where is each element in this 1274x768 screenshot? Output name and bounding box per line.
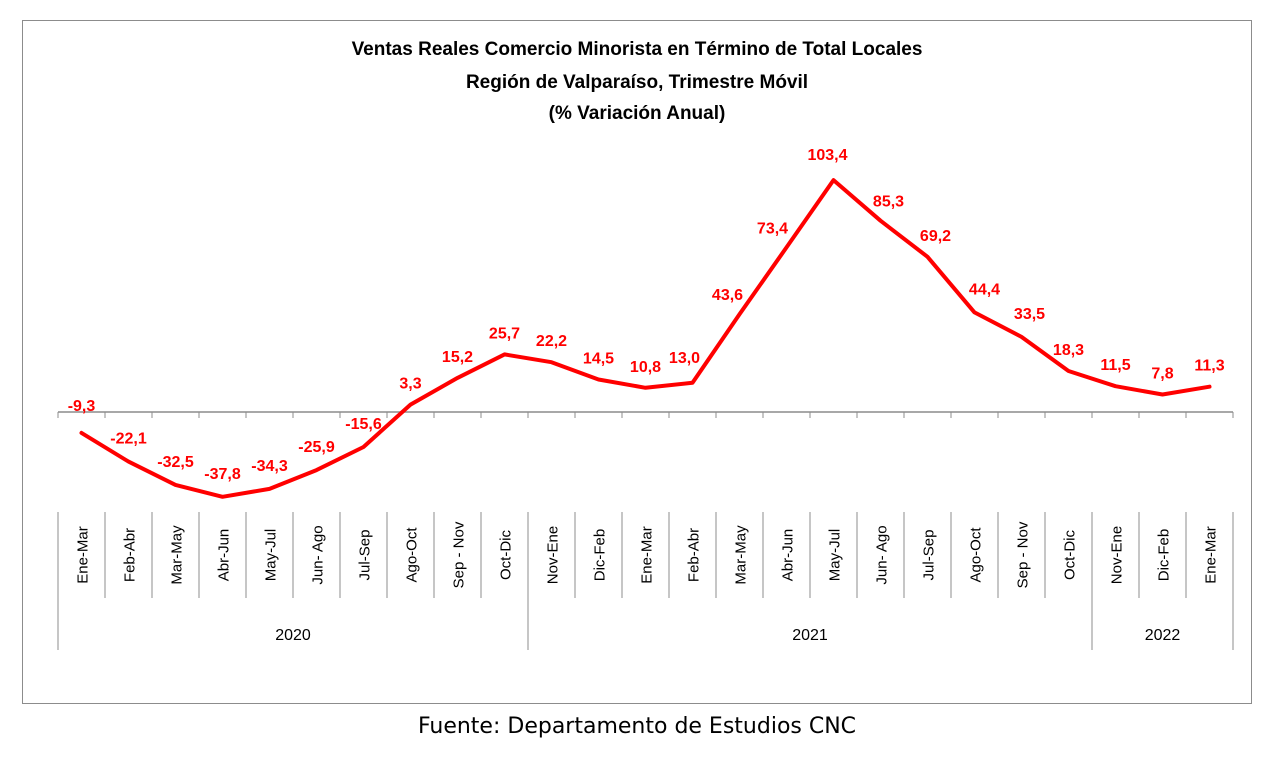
data-label: -9,3 [68,398,96,415]
chart-frame [22,20,1252,704]
data-label: 10,8 [630,359,661,376]
category-label: Mar-May [169,525,186,585]
data-label: -22,1 [110,431,147,448]
category-label: Ago-Oct [968,527,985,583]
chart-title-line-3: (% Variación Anual) [548,103,726,124]
category-label: Ene-Mar [639,526,656,584]
chart-title-line-2: Región de Valparaíso, Trimestre Móvil [465,72,809,93]
data-label: -37,8 [204,466,241,483]
data-label: 22,2 [536,333,567,350]
data-label: -34,3 [251,458,288,475]
data-label: 69,2 [920,228,951,245]
category-label: Oct-Dic [498,530,515,580]
data-label: 14,5 [583,350,614,367]
category-label: Dic-Feb [592,529,609,582]
data-label: -32,5 [157,454,194,471]
category-label: May-Jul [827,529,844,582]
category-label: Dic-Feb [1156,529,1173,582]
source-note: Fuente: Departamento de Estudios CNC [417,714,857,739]
category-label: Ene-Mar [75,526,92,584]
data-label: 15,2 [442,349,473,366]
category-label: Jun- Ago [310,525,327,584]
data-label: -15,6 [345,416,382,433]
data-label: 73,4 [757,220,788,237]
category-label: Jul-Sep [921,530,938,581]
category-label: Sep - Nov [451,521,468,588]
data-label: 43,6 [712,287,743,304]
data-label: 11,3 [1194,358,1224,375]
category-label: Feb-Abr [686,528,703,582]
category-label: Abr-Jun [780,529,797,582]
data-label: -25,9 [298,439,335,456]
data-label: 18,3 [1053,342,1084,359]
data-label: 3,3 [399,376,421,393]
category-label: Oct-Dic [1062,530,1079,580]
category-label: Abr-Jun [216,529,233,582]
category-label: May-Jul [263,529,280,582]
category-label: Jul-Sep [357,530,374,581]
data-label: 13,0 [669,350,700,367]
category-label: Feb-Abr [122,528,139,582]
category-label: Sep - Nov [1015,521,1032,588]
data-label: 7,8 [1151,366,1173,383]
data-label: 25,7 [489,325,520,342]
chart-title-line-1: Ventas Reales Comercio Minorista en Térm… [351,39,923,60]
data-label: 85,3 [873,194,904,211]
data-label: 103,4 [807,147,847,164]
category-label: Mar-May [733,525,750,585]
category-label: Ene-Mar [1203,526,1220,584]
data-label: 11,5 [1100,357,1130,374]
series-line [79,178,1212,499]
year-label: 2020 [275,627,311,644]
data-label: 33,5 [1014,306,1045,323]
category-label: Nov-Ene [545,526,562,584]
category-label: Jun- Ago [874,525,891,584]
year-label: 2022 [1145,627,1181,644]
data-label: 44,4 [969,281,1000,298]
category-label: Nov-Ene [1109,526,1126,584]
year-label: 2021 [792,627,828,644]
category-label: Ago-Oct [404,527,421,583]
